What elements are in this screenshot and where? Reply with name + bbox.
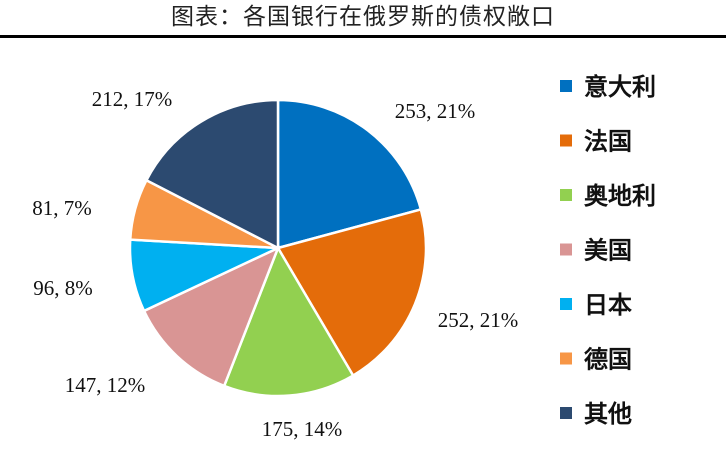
legend-swatch-4 [560,243,572,256]
legend-label-2: 法国 [584,128,632,156]
data-label-6: 81, 7% [32,196,92,220]
legend-swatch-1 [560,80,572,92]
title-underline [0,35,726,38]
legend-label-1: 意大利 [584,73,656,101]
legend-label-6: 德国 [584,346,632,374]
legend-label-3: 奥地利 [584,182,656,210]
data-label-4: 147, 12% [65,373,146,397]
data-label-1: 253, 21% [395,99,476,123]
pie-slice-7 [144,98,280,251]
legend-label-4: 美国 [584,237,632,265]
chart-title: 图表：各国银行在俄罗斯的债权敞口 [171,4,555,30]
data-label-7: 212, 17% [92,87,173,111]
data-labels: 253, 21% 252, 21% 175, 14% 147, 12% 96, 8% 81… [32,87,518,441]
legend-swatch-7 [560,407,572,419]
pie-slice-3 [222,245,355,398]
legend-label-5: 日本 [584,291,632,319]
legend-swatch-2 [560,134,572,147]
legend-swatch-3 [560,189,572,201]
pie-slice-4 [142,245,281,388]
data-label-2: 252, 21% [438,308,519,332]
pie-slice-2 [276,207,428,378]
data-label-5: 96, 8% [33,276,93,300]
legend-label-7: 其他 [584,400,632,428]
legend-swatch-6 [560,352,572,365]
legend-swatch-5 [560,298,572,310]
pie-slice-1 [276,98,423,250]
data-label-3: 175, 14% [262,417,343,441]
pie-slices [128,98,428,398]
